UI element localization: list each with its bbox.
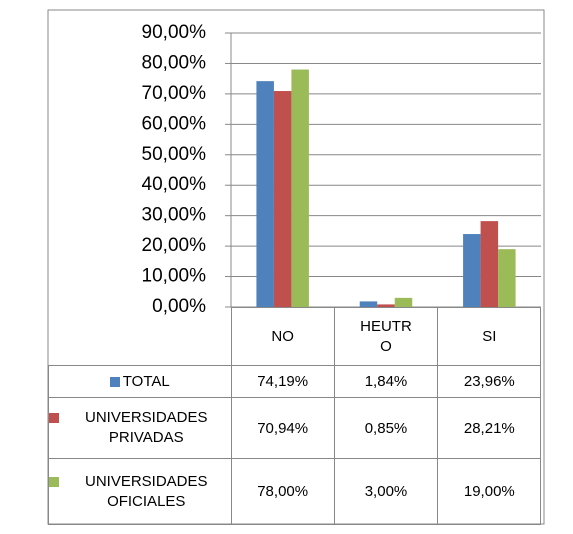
bar bbox=[377, 304, 395, 307]
y-tick-label: 20,00% bbox=[142, 235, 207, 256]
value-label: 70,94% bbox=[230, 397, 335, 459]
x-tick-label: SI bbox=[482, 327, 497, 345]
bar bbox=[359, 301, 378, 307]
category-cell: SI bbox=[437, 307, 542, 366]
x-tick-label: NO bbox=[271, 327, 294, 345]
y-tick-label: 50,00% bbox=[142, 144, 207, 165]
value-label: 0,85% bbox=[333, 397, 439, 459]
bar bbox=[291, 69, 309, 308]
legend-entry: UNIVERSIDADES OFICIALES bbox=[49, 472, 231, 512]
legend-swatch bbox=[49, 413, 59, 423]
y-tick-label: 30,00% bbox=[142, 205, 207, 226]
series-row: UNIVERSIDADES OFICIALES 78,00% 3,00% 19,00% bbox=[48, 458, 542, 525]
bar bbox=[498, 249, 516, 307]
data-table: NO HEUTRO SI TOTAL 74,19% 1,84% 23,96% UNIVERSI… bbox=[48, 307, 542, 525]
legend-label: UNIVERSIDADES PRIVADAS bbox=[84, 409, 208, 446]
category-cell: NO bbox=[230, 307, 335, 366]
value-label: 74,19% bbox=[230, 365, 335, 398]
legend-label: TOTAL bbox=[122, 372, 170, 390]
y-tick-label: 90,00% bbox=[142, 22, 207, 43]
y-tick-label: 70,00% bbox=[142, 83, 207, 104]
value-label: 1,84% bbox=[333, 365, 439, 398]
category-cell: HEUTRO bbox=[333, 307, 439, 366]
legend-cell: UNIVERSIDADES OFICIALES bbox=[48, 458, 232, 525]
value-label: 19,00% bbox=[437, 458, 542, 525]
legend-swatch bbox=[109, 376, 120, 387]
value-label: 28,21% bbox=[437, 397, 542, 459]
bar bbox=[256, 81, 274, 308]
y-tick-label: 60,00% bbox=[142, 113, 207, 134]
value-label: 23,96% bbox=[437, 365, 542, 398]
legend-entry: UNIVERSIDADES PRIVADAS bbox=[49, 408, 231, 448]
y-tick-label: 10,00% bbox=[142, 266, 207, 287]
bar bbox=[480, 221, 499, 307]
bar bbox=[463, 234, 481, 307]
empty-cell bbox=[48, 307, 232, 366]
y-tick-label: 80,00% bbox=[142, 52, 207, 73]
legend-cell: TOTAL bbox=[48, 365, 232, 398]
bar bbox=[394, 297, 413, 307]
bar bbox=[273, 91, 292, 307]
x-tick-label: HEUTRO bbox=[360, 317, 412, 355]
series-row: TOTAL 74,19% 1,84% 23,96% bbox=[48, 365, 542, 398]
y-tick-label: 40,00% bbox=[142, 174, 207, 195]
series-row: UNIVERSIDADES PRIVADAS 70,94% 0,85% 28,21% bbox=[48, 397, 542, 459]
legend-cell: UNIVERSIDADES PRIVADAS bbox=[48, 397, 232, 459]
value-label: 3,00% bbox=[333, 458, 439, 525]
value-label: 78,00% bbox=[230, 458, 335, 525]
header-row: NO HEUTRO SI bbox=[48, 307, 542, 366]
legend-label: UNIVERSIDADES OFICIALES bbox=[84, 472, 208, 510]
legend-swatch bbox=[49, 476, 59, 487]
legend-entry: TOTAL bbox=[49, 372, 231, 392]
